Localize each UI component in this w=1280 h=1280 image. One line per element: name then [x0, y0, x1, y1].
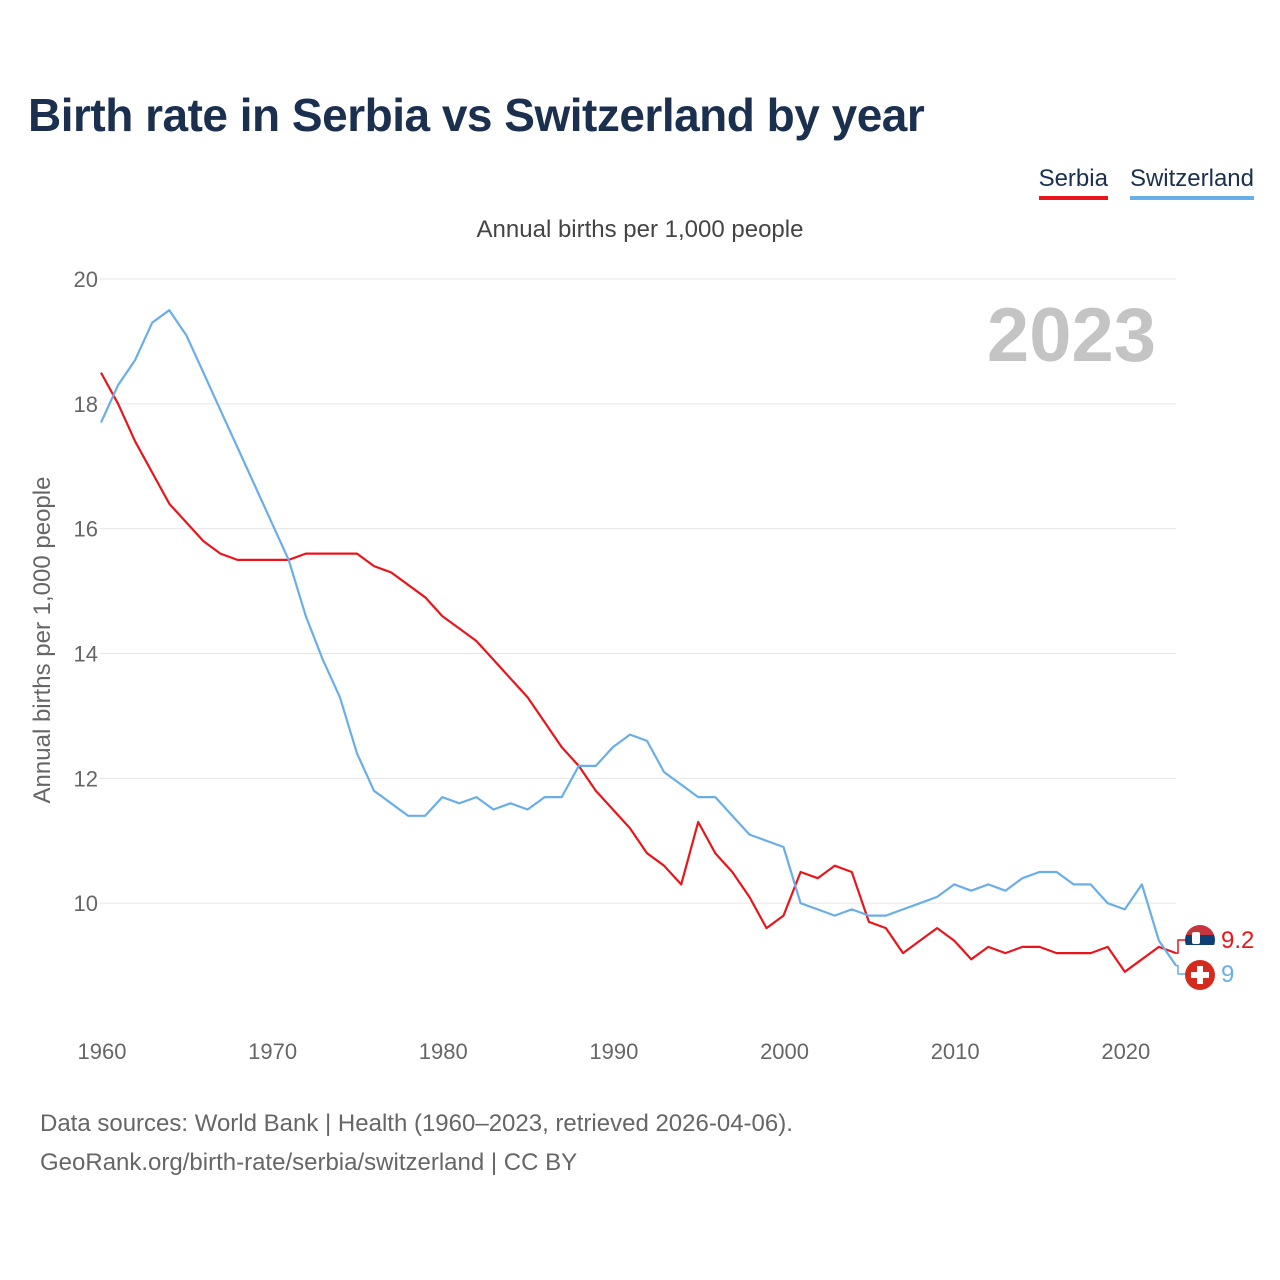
chart-subtitle: Annual births per 1,000 people — [476, 216, 804, 243]
source-note: Data sources: World Bank | Health (1960–… — [40, 1104, 793, 1182]
end-label-switzerland: 9 — [1221, 961, 1234, 988]
source-line-1: Data sources: World Bank | Health (1960–… — [40, 1110, 793, 1137]
y-tick-14: 14 — [74, 642, 98, 667]
end-label-serbia: 9.2 — [1221, 927, 1254, 954]
x-tick-1990: 1990 — [589, 1039, 638, 1064]
line-chart: 10 12 14 16 18 20 1960 1970 1980 1990 2000 2010 2020… — [29, 267, 1254, 1064]
x-tick-1960: 1960 — [78, 1039, 127, 1064]
y-tick-10: 10 — [74, 891, 98, 916]
switzerland-flag-icon — [1185, 960, 1215, 990]
x-tick-2020: 2020 — [1101, 1039, 1150, 1064]
y-tick-12: 12 — [74, 766, 98, 791]
chart-title: Birth rate in Serbia vs Switzerland by y… — [28, 89, 925, 141]
end-connector-switzerland — [1176, 964, 1186, 975]
y-axis-label: Annual births per 1,000 people — [29, 477, 56, 804]
series-line-serbia — [100, 372, 1177, 973]
legend-item-serbia[interactable]: Serbia — [1038, 164, 1108, 200]
y-tick-20: 20 — [74, 267, 98, 292]
series-line-switzerland — [99, 309, 1177, 967]
y-tick-18: 18 — [74, 392, 98, 417]
end-connector-serbia — [1176, 939, 1186, 954]
source-line-2: GeoRank.org/birth-rate/serbia/switzerlan… — [40, 1149, 578, 1176]
x-tick-1980: 1980 — [419, 1039, 468, 1064]
y-tick-16: 16 — [74, 517, 98, 542]
x-tick-2000: 2000 — [760, 1039, 809, 1064]
x-tick-1970: 1970 — [248, 1039, 297, 1064]
legend: Serbia Switzerland — [1038, 164, 1254, 200]
serbia-flag-icon — [1185, 925, 1215, 955]
year-label: 2023 — [987, 293, 1156, 378]
x-tick-2010: 2010 — [931, 1039, 980, 1064]
legend-item-switzerland[interactable]: Switzerland — [1129, 164, 1254, 200]
